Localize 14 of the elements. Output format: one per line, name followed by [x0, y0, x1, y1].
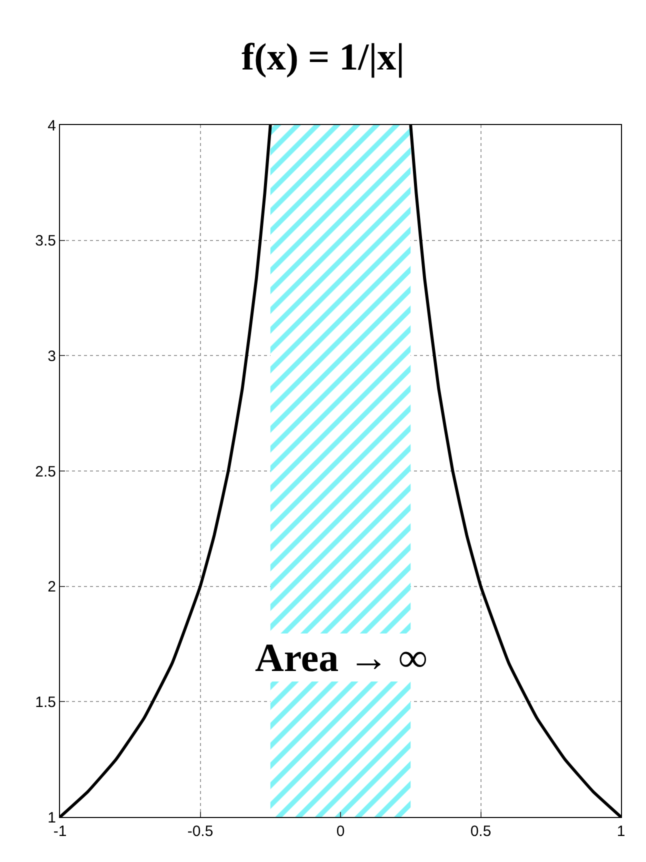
x-tick-label: 0: [336, 823, 345, 840]
y-tick-label: 3.5: [35, 232, 56, 250]
x-tick-label: 1: [616, 823, 626, 840]
y-tick-label: 1: [48, 809, 56, 826]
y-tick-label: 3: [48, 348, 56, 365]
y-tick-label: 2: [48, 578, 56, 596]
x-tick-label: 0.5: [470, 823, 492, 840]
y-tick-label: 4: [48, 117, 56, 134]
y-tick-label: 2.5: [35, 463, 56, 480]
x-tick-label: -0.5: [187, 823, 214, 840]
y-tick-label: 1.5: [35, 694, 56, 711]
band-label: Area → ∞: [255, 635, 428, 680]
chart-title: f(x) = 1/|x|: [242, 36, 404, 79]
x-tick-label: -1: [53, 823, 67, 840]
